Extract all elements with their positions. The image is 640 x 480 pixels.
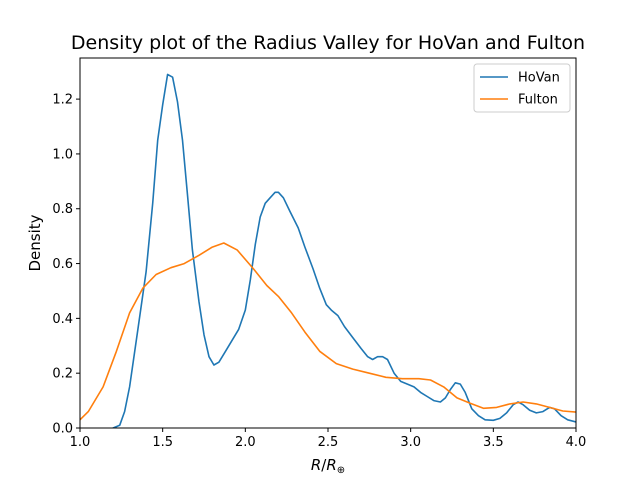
y-tick-label: 1.0 [52,147,73,162]
x-tick-label: 1.0 [70,435,91,450]
y-tick-label: 0.4 [52,312,73,327]
y-tick-label: 0.2 [52,367,73,382]
legend: HoVan Fulton [473,63,571,113]
y-tick-label: 0.8 [52,202,73,217]
legend-label-hovan: HoVan [518,71,560,86]
x-tick-label: 2.0 [235,435,256,450]
x-tick-label: 4.0 [566,435,587,450]
x-tick-label: 1.5 [152,435,173,450]
series-line-fulton [80,242,576,421]
y-axis-label: Density [26,214,44,271]
x-tick-label: 3.5 [483,435,504,450]
series-line-hovan [112,73,576,428]
series-layer [80,73,576,428]
y-tick-label: 0.0 [52,422,73,437]
x-tick-label: 3.0 [400,435,421,450]
y-axis: 0.0 0.2 0.4 0.6 0.8 1.0 1.2 [52,93,80,437]
x-axis: 1.0 1.5 2.0 2.5 3.0 3.5 4.0 [70,428,587,450]
x-axis-label: R/R⊕ [311,456,345,476]
chart-title: Density plot of the Radius Valley for Ho… [71,32,585,54]
legend-label-fulton: Fulton [518,93,558,108]
y-tick-label: 1.2 [52,93,73,108]
x-tick-label: 2.5 [318,435,339,450]
y-tick-label: 0.6 [52,257,73,272]
legend-box [473,63,571,113]
